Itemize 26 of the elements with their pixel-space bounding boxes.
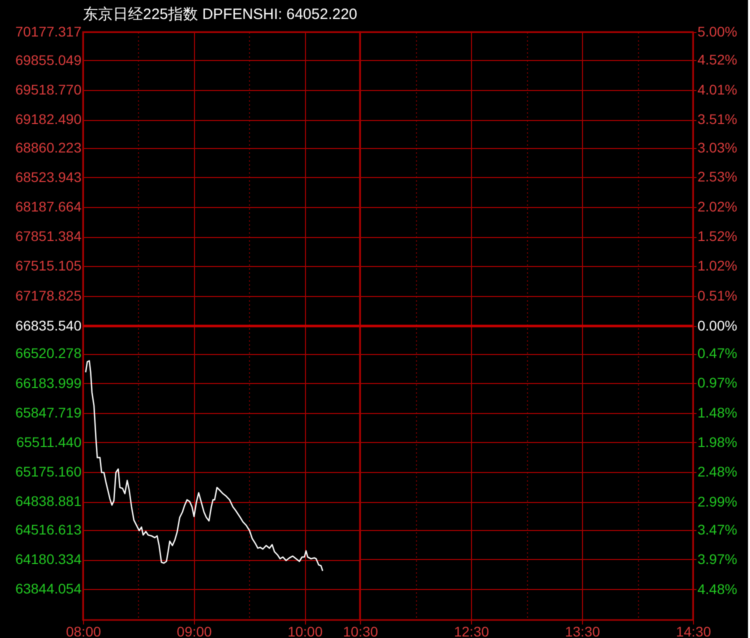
y-tick-label: 67178.825 bbox=[15, 287, 82, 304]
y-tick-label: 69182.490 bbox=[15, 111, 82, 128]
line-series bbox=[85, 360, 324, 572]
y-tick-label: 69855.049 bbox=[15, 52, 82, 68]
x-tick-label: 10:00 bbox=[288, 624, 323, 638]
y-tick-label: 64180.334 bbox=[15, 551, 82, 568]
y-tick-label: 68860.223 bbox=[15, 139, 82, 156]
y-tick-label: 70177.317 bbox=[15, 24, 82, 40]
y-tick-label: 65847.719 bbox=[15, 404, 82, 420]
y-tick-label: 64516.613 bbox=[15, 522, 82, 538]
y-tick-label: 67851.384 bbox=[15, 228, 82, 244]
y-tick-label: 65175.160 bbox=[15, 464, 82, 480]
y-tick-label: 68187.664 bbox=[15, 198, 82, 215]
x-tick-label: 08:00 bbox=[66, 624, 102, 638]
y-tick-label: 63844.054 bbox=[15, 580, 82, 597]
y-tick-label: 68523.943 bbox=[15, 168, 82, 185]
y-tick-label: 69518.770 bbox=[15, 81, 82, 98]
chart-title: 东京日经225指数 DPFENSHI: 64052.220 bbox=[83, 6, 358, 23]
x-tick-label: 09:00 bbox=[176, 624, 212, 638]
y-tick-label: 66520.278 bbox=[15, 345, 82, 362]
y-tick-label: 66183.999 bbox=[15, 374, 82, 391]
x-tick-label: 10:30 bbox=[342, 624, 378, 638]
y-tick-label: 67515.105 bbox=[15, 258, 82, 274]
y-tick-label: 65511.440 bbox=[16, 434, 82, 450]
y-tick-label: 66835.540 bbox=[15, 318, 82, 334]
y-tick-label: 64838.881 bbox=[15, 493, 82, 510]
